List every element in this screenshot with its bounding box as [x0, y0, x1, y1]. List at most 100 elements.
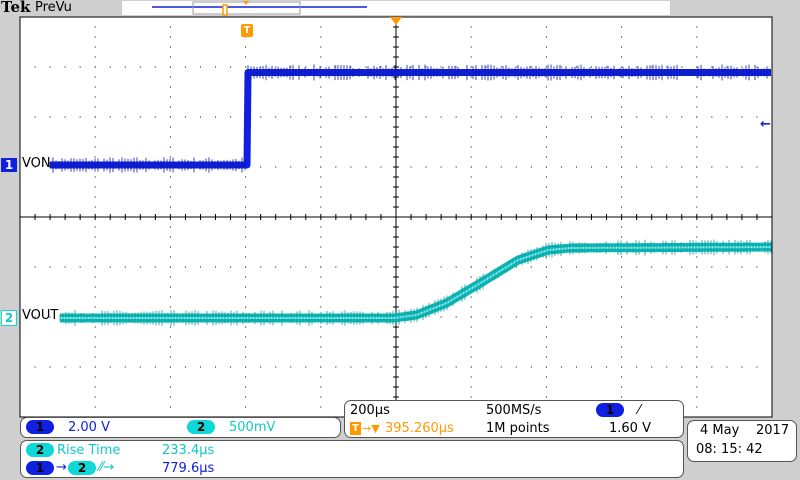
grid-dot — [169, 306, 171, 308]
grid-dot — [245, 296, 247, 298]
grid-dot — [651, 166, 653, 168]
rising-edge-icon: ⁄ — [638, 403, 641, 418]
grid-dot — [621, 316, 623, 318]
grid-dot — [34, 366, 36, 368]
grid-dot — [530, 166, 532, 168]
grid-dot — [485, 166, 487, 168]
grid-dot — [545, 306, 547, 308]
grid-dot — [621, 266, 623, 268]
meas2-arrow-icon: → — [56, 460, 67, 475]
grid-dot — [696, 96, 698, 98]
grid-dot — [470, 376, 472, 378]
grid-dot — [545, 226, 547, 228]
grid-dot — [696, 226, 698, 228]
trigger-level-arrow-icon[interactable]: ← — [760, 117, 771, 132]
grid-dot — [169, 276, 171, 278]
grid-dot — [545, 196, 547, 198]
grid-dot — [335, 166, 337, 168]
grid-dot — [696, 396, 698, 398]
grid-dot — [591, 266, 593, 268]
grid-dot — [666, 266, 668, 268]
grid-dot — [696, 66, 698, 68]
grid-dot — [124, 66, 126, 68]
grid-dot — [771, 66, 773, 68]
grid-dot — [545, 316, 547, 318]
grid-dot — [94, 296, 96, 298]
grid-dot — [350, 266, 352, 268]
grid-dot — [94, 336, 96, 338]
grid-dot — [606, 316, 608, 318]
grid-dot — [169, 336, 171, 338]
grid-dot — [440, 266, 442, 268]
grid-dot — [245, 246, 247, 248]
grid-dot — [94, 46, 96, 48]
grid-dot — [79, 266, 81, 268]
grid-dot — [470, 166, 472, 168]
grid-dot — [169, 156, 171, 158]
grid-dot — [470, 336, 472, 338]
trigger-position-marker[interactable]: T — [241, 24, 253, 37]
grid-dot — [49, 116, 51, 118]
grid-dot — [470, 176, 472, 178]
grid-dot — [711, 366, 713, 368]
grid-dot — [545, 266, 547, 268]
grid-dot — [169, 356, 171, 358]
grid-dot — [696, 406, 698, 408]
grid-dot — [500, 66, 502, 68]
grid-dot — [169, 86, 171, 88]
grid-dot — [245, 56, 247, 58]
grid-dot — [320, 276, 322, 278]
record-view-bar[interactable] — [122, 1, 670, 15]
grid-dot — [696, 36, 698, 38]
grid-dot — [94, 86, 96, 88]
grid-dot — [139, 266, 141, 268]
trigger-position: 395.260µs — [385, 421, 454, 436]
grid-dot — [666, 66, 668, 68]
grid-dot — [621, 346, 623, 348]
grid-dot — [199, 266, 201, 268]
grid-dot — [470, 236, 472, 238]
grid-dot — [260, 166, 262, 168]
grid-dot — [169, 186, 171, 188]
grid-dot — [515, 66, 517, 68]
horizontal-trigger-box[interactable]: 200µs 500MS/s 1 ⁄ T →▼ 395.260µs 1M poin… — [344, 400, 684, 438]
grid-dot — [320, 406, 322, 408]
ch2-ground-marker[interactable]: 2 — [1, 310, 17, 326]
grid-dot — [154, 66, 156, 68]
grid-dot — [621, 336, 623, 338]
measurement-box[interactable]: 2 Rise Time 233.4µs 1 → 2 ⁄⁄→ 779.6µs — [20, 440, 684, 478]
grid-dot — [320, 336, 322, 338]
grid-dot — [245, 256, 247, 258]
grid-dot — [681, 266, 683, 268]
grid-dot — [741, 366, 743, 368]
grid-dot — [169, 386, 171, 388]
grid-dot — [199, 366, 201, 368]
grid-dot — [711, 266, 713, 268]
grid-dot — [771, 366, 773, 368]
grid-dot — [545, 156, 547, 158]
grid-dot — [94, 236, 96, 238]
grid-dot — [380, 366, 382, 368]
grid-dot — [621, 76, 623, 78]
grid-dot — [199, 66, 201, 68]
grid-dot — [500, 166, 502, 168]
grid-dot — [169, 116, 171, 118]
vertical-scale-box[interactable]: 1 2.00 V 2 500mV — [20, 417, 341, 438]
grid-dot — [245, 376, 247, 378]
grid-dot — [320, 106, 322, 108]
grid-dot — [756, 266, 758, 268]
sample-rate: 500MS/s — [486, 403, 542, 418]
grid-dot — [545, 276, 547, 278]
grid-dot — [169, 106, 171, 108]
grid-dot — [290, 266, 292, 268]
grid-dot — [320, 56, 322, 58]
grid-dot — [169, 26, 171, 28]
grid-dot — [94, 156, 96, 158]
grid-dot — [290, 166, 292, 168]
grid-dot — [109, 366, 111, 368]
grid-dot — [545, 66, 547, 68]
grid-dot — [34, 66, 36, 68]
grid-dot — [425, 66, 427, 68]
ch1-ground-marker[interactable]: 1 — [1, 158, 17, 172]
grid-dot — [169, 96, 171, 98]
